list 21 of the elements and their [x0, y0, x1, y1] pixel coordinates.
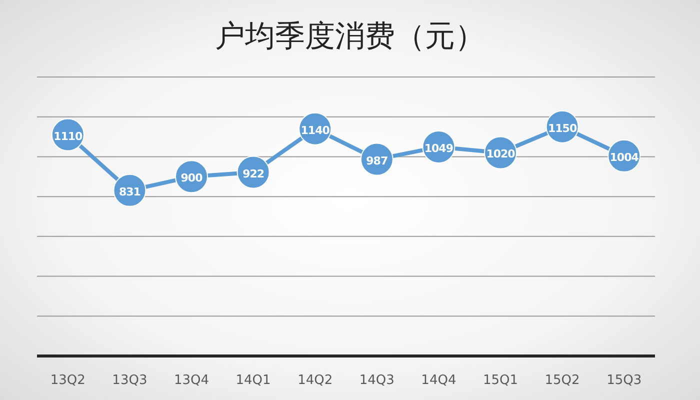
- data-label: 1140: [300, 124, 330, 137]
- data-label: 987: [366, 154, 388, 168]
- x-tick-label: 15Q1: [482, 373, 518, 388]
- data-label: 1004: [610, 150, 640, 164]
- data-label: 1110: [54, 130, 84, 143]
- data-label: 1150: [548, 122, 578, 135]
- x-tick-label: 15Q2: [544, 373, 580, 388]
- data-label: 831: [118, 185, 140, 198]
- x-tick-label: 14Q4: [421, 373, 456, 388]
- x-tick-label: 15Q3: [606, 373, 642, 388]
- x-tick-label: 14Q3: [359, 373, 394, 388]
- x-tick-label: 14Q2: [298, 373, 333, 388]
- data-label: 900: [180, 172, 204, 185]
- data-label: 1020: [486, 148, 516, 161]
- chart-title: 户均季度消费（元）: [215, 19, 485, 54]
- data-label: 1049: [424, 142, 454, 155]
- data-label: 922: [242, 167, 264, 180]
- x-tick-label: 13Q4: [174, 373, 210, 388]
- x-tick-label: 13Q3: [112, 373, 148, 388]
- x-tick-label: 13Q2: [50, 373, 86, 388]
- x-tick-label: 14Q1: [236, 373, 271, 388]
